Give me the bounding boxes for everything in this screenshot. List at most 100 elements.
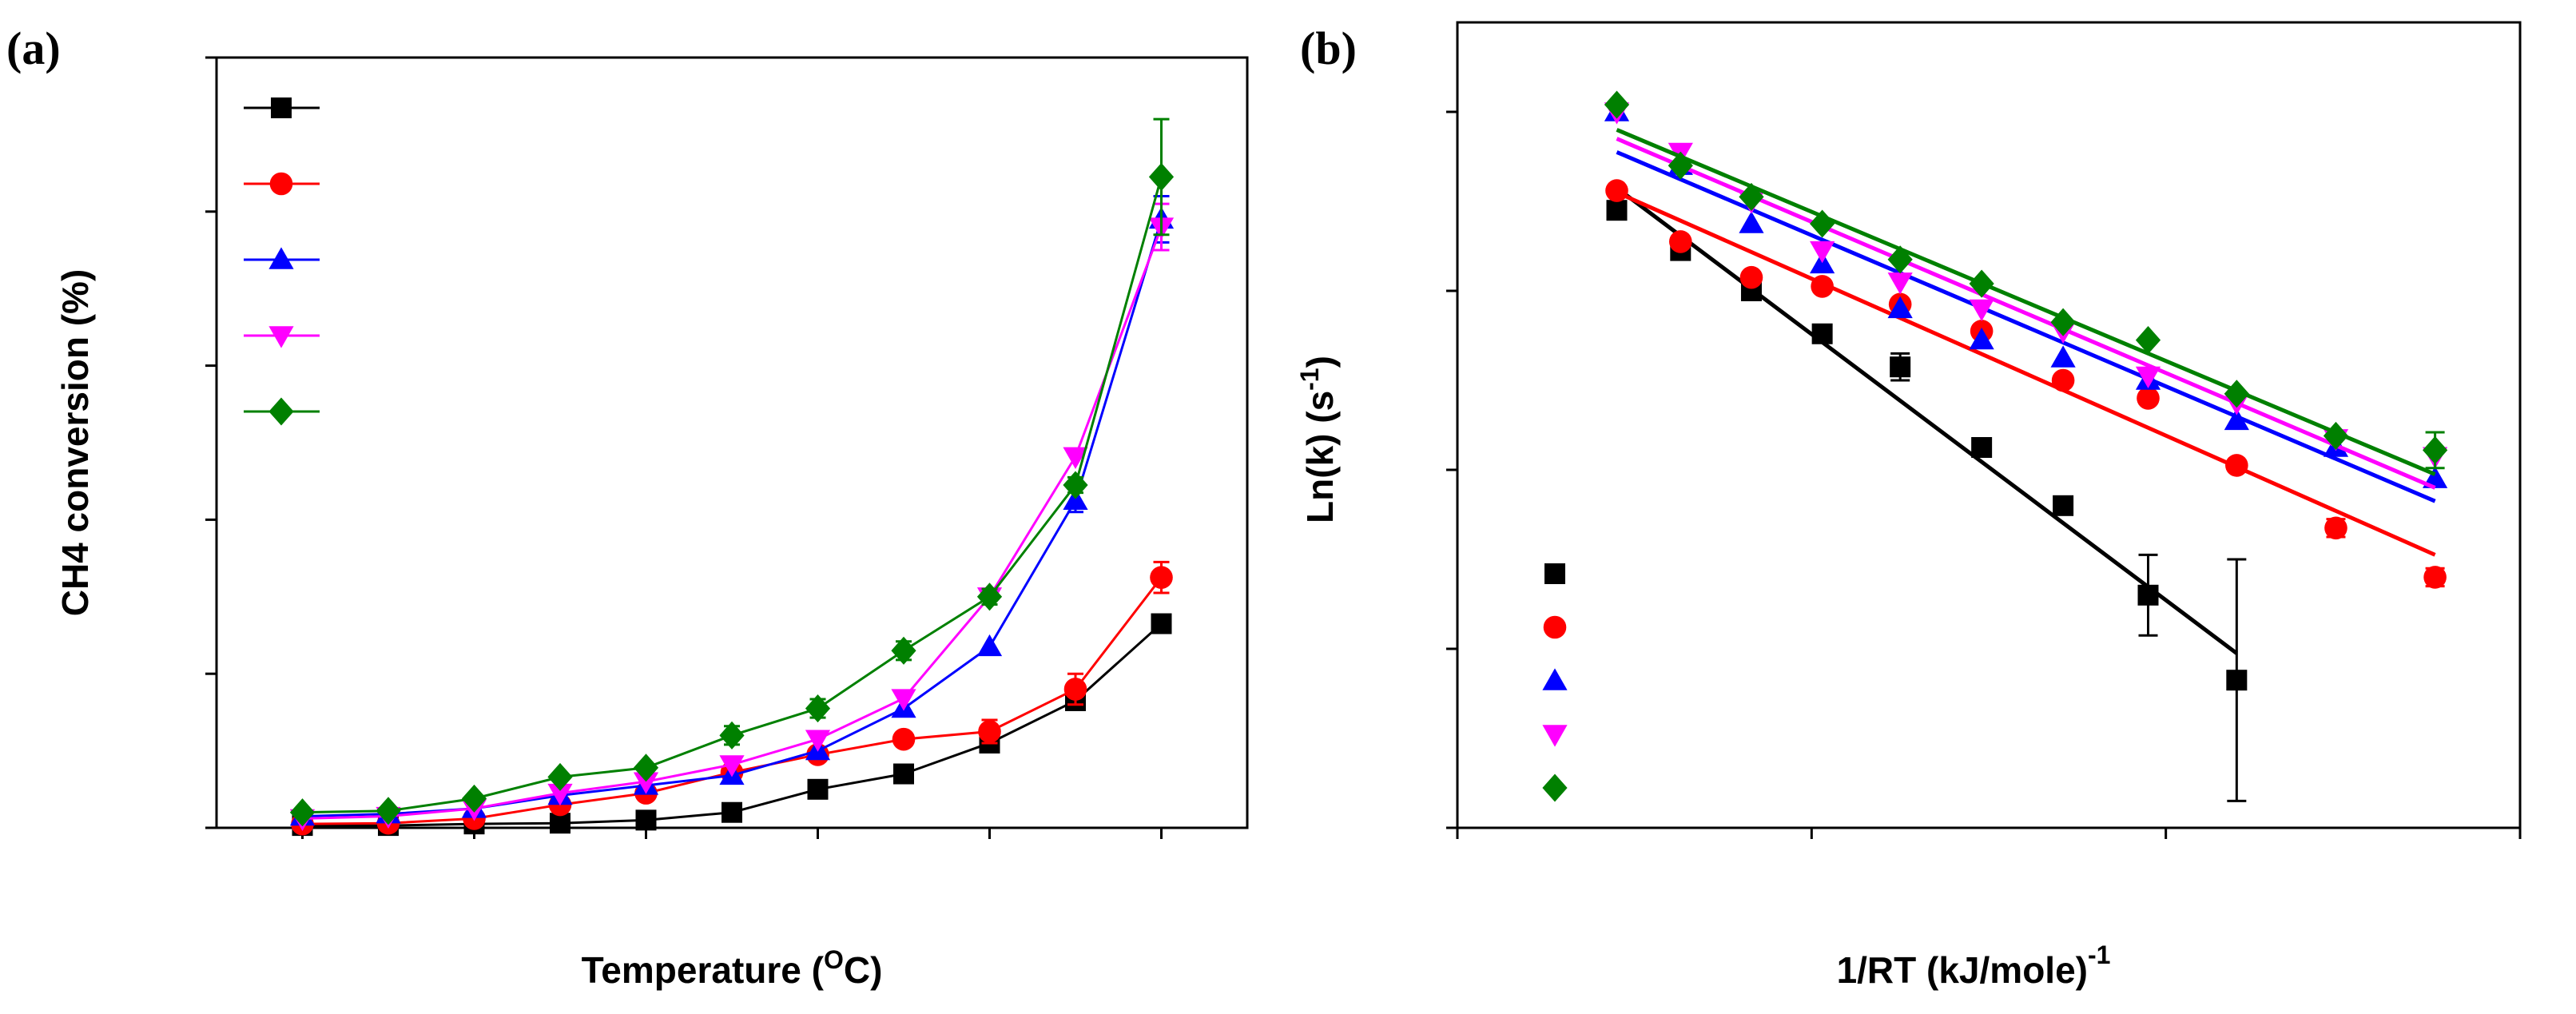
fit-line bbox=[1616, 137, 2436, 490]
legend-marker bbox=[1542, 725, 1568, 747]
legend-item bbox=[1542, 773, 1568, 802]
legend-item bbox=[244, 247, 320, 269]
data-point bbox=[891, 636, 916, 665]
series-1 bbox=[1606, 186, 2248, 802]
data-point bbox=[633, 754, 659, 782]
fit-line bbox=[1616, 128, 2436, 476]
data-point bbox=[461, 784, 487, 813]
data-point bbox=[719, 755, 745, 777]
data-point bbox=[1063, 447, 1088, 469]
data-point bbox=[978, 720, 1001, 743]
data-point bbox=[1739, 182, 1764, 211]
data-point bbox=[635, 809, 657, 831]
panel-b-plot-frame bbox=[1456, 21, 2522, 829]
legend-marker bbox=[1543, 615, 1567, 639]
data-point bbox=[1150, 566, 1173, 589]
legend-marker bbox=[1542, 668, 1568, 690]
series-line bbox=[302, 576, 1163, 825]
series-2 bbox=[1605, 179, 2447, 589]
series-4 bbox=[1604, 102, 2448, 490]
legend-item bbox=[244, 97, 320, 118]
data-point bbox=[2135, 366, 2161, 388]
data-point bbox=[550, 813, 570, 834]
data-point bbox=[805, 694, 831, 723]
legend-item bbox=[244, 326, 320, 348]
data-point bbox=[2051, 368, 2075, 392]
panel-b-letter: (b) bbox=[1300, 22, 1357, 74]
series-line bbox=[302, 177, 1163, 814]
legend-marker bbox=[1544, 563, 1565, 584]
data-point bbox=[893, 763, 914, 785]
data-point bbox=[1969, 328, 1994, 350]
data-point bbox=[1148, 162, 1175, 191]
data-point bbox=[1739, 265, 1763, 289]
data-point bbox=[2137, 584, 2159, 606]
data-point bbox=[2225, 454, 2248, 477]
series-2 bbox=[291, 560, 1173, 836]
panel-b-y-axis-label: Ln(k) (s-1) bbox=[1295, 356, 1341, 523]
data-point bbox=[2050, 345, 2076, 368]
data-point bbox=[2423, 566, 2447, 589]
data-point bbox=[2050, 308, 2076, 336]
fit-line bbox=[1615, 186, 2238, 655]
data-point bbox=[2323, 421, 2349, 450]
legend-item bbox=[1544, 563, 1565, 584]
data-point bbox=[1887, 245, 1913, 274]
data-point bbox=[1739, 211, 1764, 233]
panel-a-y-axis-label: CH4 conversion (%) bbox=[54, 269, 96, 617]
data-point bbox=[1971, 437, 1993, 458]
panel-a-x-axis-label: Temperature (OC) bbox=[582, 945, 883, 991]
data-point bbox=[1063, 471, 1088, 499]
data-point bbox=[722, 801, 742, 823]
panel-a-chart: (a) Temperature (OC) CH4 conversion (%) bbox=[6, 22, 1249, 991]
panel-a-plot-frame bbox=[215, 56, 1249, 829]
data-point bbox=[1810, 241, 1835, 264]
legend-item bbox=[1542, 725, 1568, 747]
series-5 bbox=[289, 117, 1175, 827]
data-point bbox=[2224, 380, 2249, 408]
fit-line bbox=[1616, 150, 2436, 503]
data-point bbox=[2423, 466, 2448, 488]
data-point bbox=[1887, 272, 1913, 295]
fit-line bbox=[1616, 190, 2436, 557]
data-point bbox=[289, 798, 316, 827]
data-point bbox=[1811, 323, 1833, 344]
data-point bbox=[2137, 387, 2160, 410]
legend-marker bbox=[268, 397, 294, 426]
data-point bbox=[1811, 275, 1834, 298]
data-point bbox=[376, 797, 401, 825]
data-point bbox=[1668, 151, 1693, 180]
data-point bbox=[2135, 326, 2161, 355]
data-point bbox=[1063, 678, 1087, 701]
data-point bbox=[1810, 209, 1835, 238]
legend-marker bbox=[271, 97, 292, 118]
data-point bbox=[1151, 613, 1172, 634]
data-point bbox=[976, 583, 1003, 611]
data-point bbox=[1969, 269, 1994, 298]
data-point bbox=[547, 762, 573, 791]
data-point bbox=[805, 730, 831, 752]
data-point bbox=[1890, 356, 1911, 378]
legend-item bbox=[244, 397, 320, 426]
legend-marker bbox=[269, 172, 293, 196]
data-point bbox=[1606, 200, 1628, 221]
data-point bbox=[1669, 230, 1692, 253]
data-point bbox=[891, 689, 916, 711]
data-point bbox=[633, 772, 659, 794]
legend-marker bbox=[268, 247, 294, 269]
data-point bbox=[1969, 299, 1994, 321]
legend-item bbox=[1543, 615, 1567, 639]
data-point bbox=[2224, 408, 2249, 431]
data-point bbox=[807, 778, 829, 800]
legend-marker bbox=[1542, 773, 1568, 802]
data-point bbox=[1604, 90, 1630, 119]
data-point bbox=[2423, 435, 2448, 464]
data-point bbox=[719, 721, 745, 750]
legend-item bbox=[1542, 668, 1568, 690]
panel-b-chart: (b) 1/RT (kJ/mole)-1 Ln(k) (s-1) bbox=[1295, 21, 2522, 991]
data-point bbox=[547, 783, 573, 806]
legend-marker bbox=[268, 326, 294, 348]
data-point bbox=[2324, 516, 2347, 540]
series-5 bbox=[1604, 90, 2448, 476]
data-point bbox=[1605, 179, 1628, 202]
